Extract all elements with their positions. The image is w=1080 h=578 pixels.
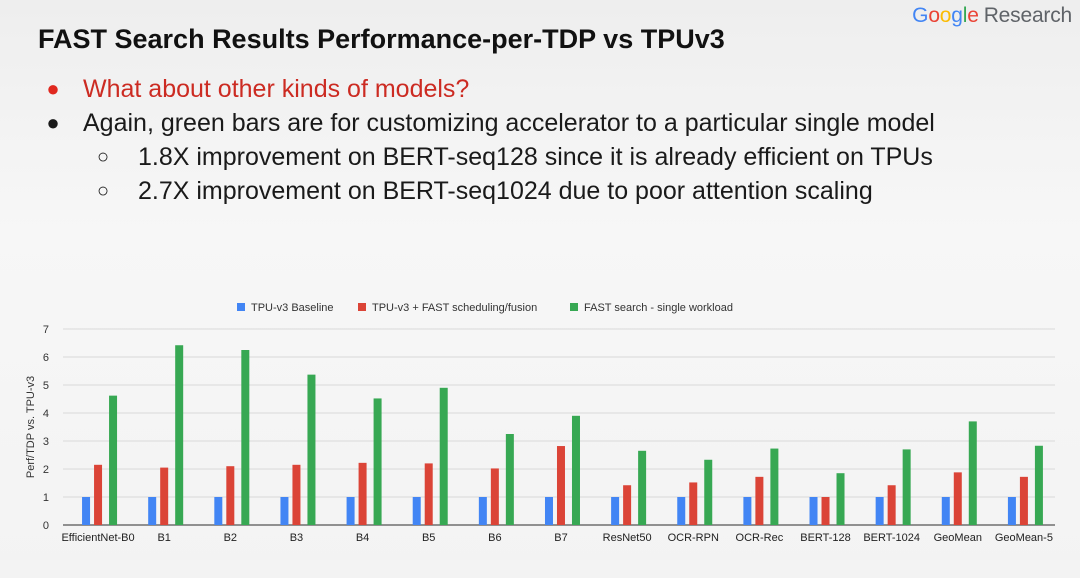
sub-bullet-marker: ○ bbox=[96, 180, 110, 202]
bar-2 bbox=[770, 448, 779, 525]
bar-1 bbox=[821, 497, 830, 525]
legend-label: TPU-v3 Baseline bbox=[251, 302, 334, 314]
y-tick-label: 0 bbox=[43, 520, 49, 532]
bullet-list: ● What about other kinds of models? ● Ag… bbox=[38, 72, 1060, 208]
sub-bullet-marker: ○ bbox=[96, 146, 110, 168]
bar-0 bbox=[1007, 497, 1016, 525]
y-tick-label: 4 bbox=[43, 408, 49, 420]
y-tick-label: 5 bbox=[43, 380, 49, 392]
bar-2 bbox=[836, 473, 845, 525]
bar-1 bbox=[94, 464, 103, 525]
bar-1 bbox=[755, 476, 764, 525]
bullet-item: ● What about other kinds of models? bbox=[38, 72, 1060, 106]
legend-swatch bbox=[237, 303, 245, 311]
sub-bullet-item: ○ 2.7X improvement on BERT-seq1024 due t… bbox=[38, 174, 1060, 208]
logo-letter: g bbox=[951, 4, 963, 27]
x-tick-label: B1 bbox=[157, 532, 170, 544]
bar-1 bbox=[226, 466, 235, 525]
x-tick-label: ResNet50 bbox=[603, 532, 652, 544]
google-research-logo: Google Research bbox=[912, 4, 1072, 28]
bar-0 bbox=[82, 497, 91, 525]
legend-label: TPU-v3 + FAST scheduling/fusion bbox=[372, 302, 537, 314]
logo-letter: G bbox=[912, 4, 929, 27]
bar-1 bbox=[887, 485, 896, 525]
sub-bullet-item: ○ 1.8X improvement on BERT-seq128 since … bbox=[38, 140, 1060, 174]
bar-0 bbox=[941, 497, 950, 525]
bar-1 bbox=[358, 462, 367, 525]
performance-bar-chart: 0 1 2 3 4 5 6 7 Perf/TDP vs. TPU-v3 TPU-v3 Baseli… bbox=[25, 302, 1055, 544]
x-tick-label: EfficientNet-B0 bbox=[61, 532, 134, 544]
bar-2 bbox=[704, 459, 713, 525]
bar-0 bbox=[875, 497, 884, 525]
x-tick-label: GeoMean-5 bbox=[995, 532, 1053, 544]
bar-2 bbox=[307, 374, 316, 525]
x-tick-label: OCR-RPN bbox=[668, 532, 719, 544]
bar-2 bbox=[968, 421, 977, 525]
bar-1 bbox=[490, 468, 499, 525]
logo-letter: o bbox=[928, 4, 940, 27]
bar-2 bbox=[109, 395, 118, 525]
y-tick-label: 7 bbox=[43, 324, 49, 336]
bar-0 bbox=[677, 497, 686, 525]
x-tick-label: B3 bbox=[290, 532, 303, 544]
bar-2 bbox=[571, 415, 580, 525]
bar-2 bbox=[175, 345, 184, 525]
bar-1 bbox=[160, 467, 169, 525]
bar-0 bbox=[280, 497, 289, 525]
y-axis-title: Perf/TDP vs. TPU-v3 bbox=[25, 376, 37, 478]
x-tick-label: B2 bbox=[224, 532, 237, 544]
x-tick-label: B6 bbox=[488, 532, 501, 544]
x-tick-label: B5 bbox=[422, 532, 435, 544]
slide-title: FAST Search Results Performance-per-TDP … bbox=[38, 24, 725, 54]
bar-1 bbox=[689, 482, 698, 525]
bar-1 bbox=[1019, 476, 1028, 525]
y-tick-label: 3 bbox=[43, 436, 49, 448]
bar-0 bbox=[478, 497, 487, 525]
bar-2 bbox=[902, 449, 911, 525]
bar-1 bbox=[623, 485, 632, 525]
legend-swatch bbox=[358, 303, 366, 311]
bar-2 bbox=[505, 434, 514, 525]
x-tick-label: OCR-Rec bbox=[736, 532, 784, 544]
bar-1 bbox=[292, 464, 301, 525]
sub-bullet-text: 1.8X improvement on BERT-seq128 since it… bbox=[138, 143, 933, 171]
bar-1 bbox=[556, 446, 565, 525]
bullet-marker: ● bbox=[46, 110, 60, 135]
bullet-marker: ● bbox=[46, 76, 60, 101]
sub-bullet-text: 2.7X improvement on BERT-seq1024 due to … bbox=[138, 177, 873, 205]
bar-1 bbox=[953, 472, 962, 525]
bar-2 bbox=[241, 350, 250, 525]
logo-letter: e bbox=[967, 4, 979, 27]
legend-swatch bbox=[570, 303, 578, 311]
y-tick-label: 2 bbox=[43, 464, 49, 476]
x-tick-label: B4 bbox=[356, 532, 369, 544]
legend-label: FAST search - single workload bbox=[584, 302, 733, 314]
x-tick-label: B7 bbox=[554, 532, 567, 544]
bar-0 bbox=[809, 497, 818, 525]
bar-0 bbox=[743, 497, 752, 525]
x-tick-label: BERT-128 bbox=[800, 532, 851, 544]
bar-0 bbox=[214, 497, 223, 525]
bar-2 bbox=[373, 398, 382, 525]
bar-0 bbox=[611, 497, 620, 525]
logo-suffix: Research bbox=[983, 4, 1072, 27]
bar-0 bbox=[412, 497, 421, 525]
bar-0 bbox=[148, 497, 157, 525]
bar-0 bbox=[544, 497, 553, 525]
logo-letter: l bbox=[962, 4, 968, 27]
bar-2 bbox=[439, 387, 448, 525]
x-tick-label: BERT-1024 bbox=[863, 532, 920, 544]
bullet-text: Again, green bars are for customizing ac… bbox=[83, 109, 935, 137]
bar-1 bbox=[424, 463, 433, 525]
bullet-item: ● Again, green bars are for customizing … bbox=[38, 106, 1060, 140]
y-tick-label: 6 bbox=[43, 352, 49, 364]
bar-0 bbox=[346, 497, 355, 525]
logo-letter: o bbox=[939, 4, 952, 27]
y-tick-label: 1 bbox=[43, 492, 49, 504]
bar-2 bbox=[1034, 445, 1043, 525]
x-tick-label: GeoMean bbox=[934, 532, 982, 544]
bullet-text: What about other kinds of models? bbox=[83, 75, 470, 103]
bar-2 bbox=[638, 450, 647, 525]
